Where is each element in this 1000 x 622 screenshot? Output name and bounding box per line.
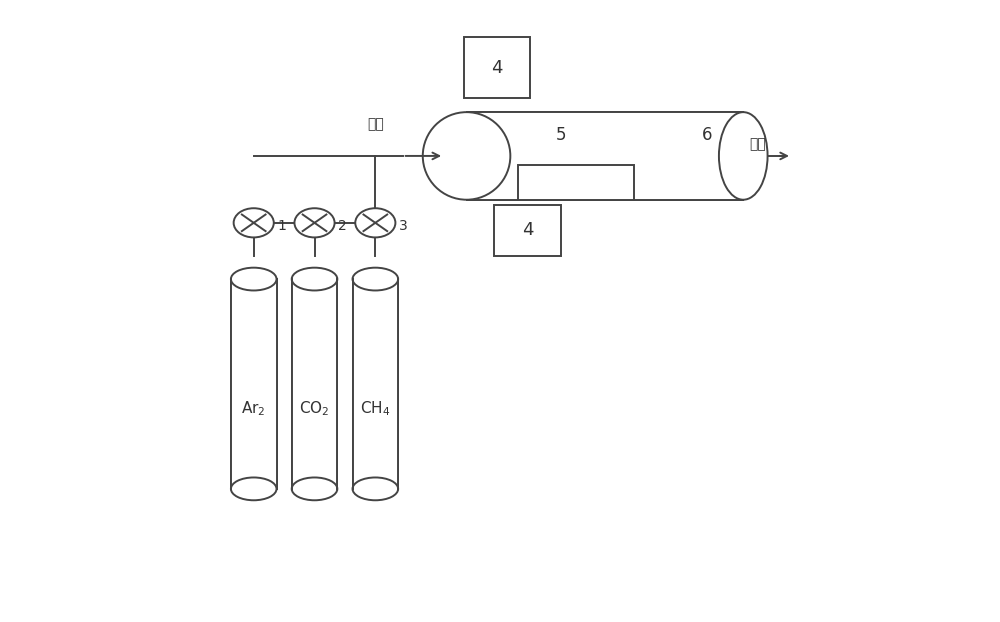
Ellipse shape [292,267,337,290]
Bar [518,165,634,200]
Ellipse shape [231,267,277,290]
Ellipse shape [294,208,335,238]
Text: 1: 1 [277,220,286,233]
Text: CO$_2$: CO$_2$ [299,399,330,417]
Bar [231,279,277,489]
Text: 4: 4 [491,58,503,77]
Ellipse shape [231,478,277,500]
Bar [353,279,398,489]
Bar [464,37,530,98]
Circle shape [423,112,510,200]
Bar [467,112,743,200]
Bar [494,205,561,256]
Ellipse shape [234,208,274,238]
Ellipse shape [355,208,395,238]
Text: 4: 4 [522,221,533,239]
Text: 5: 5 [556,126,566,144]
Text: 3: 3 [399,220,408,233]
Text: 进气: 进气 [367,118,384,132]
Ellipse shape [353,478,398,500]
Bar [292,279,337,489]
Text: 6: 6 [702,126,712,144]
Text: 出气: 出气 [749,137,766,151]
Text: CH$_4$: CH$_4$ [360,399,391,417]
Ellipse shape [353,267,398,290]
Ellipse shape [292,478,337,500]
Text: Ar$_2$: Ar$_2$ [241,399,266,417]
Text: 2: 2 [338,220,347,233]
Ellipse shape [719,112,768,200]
